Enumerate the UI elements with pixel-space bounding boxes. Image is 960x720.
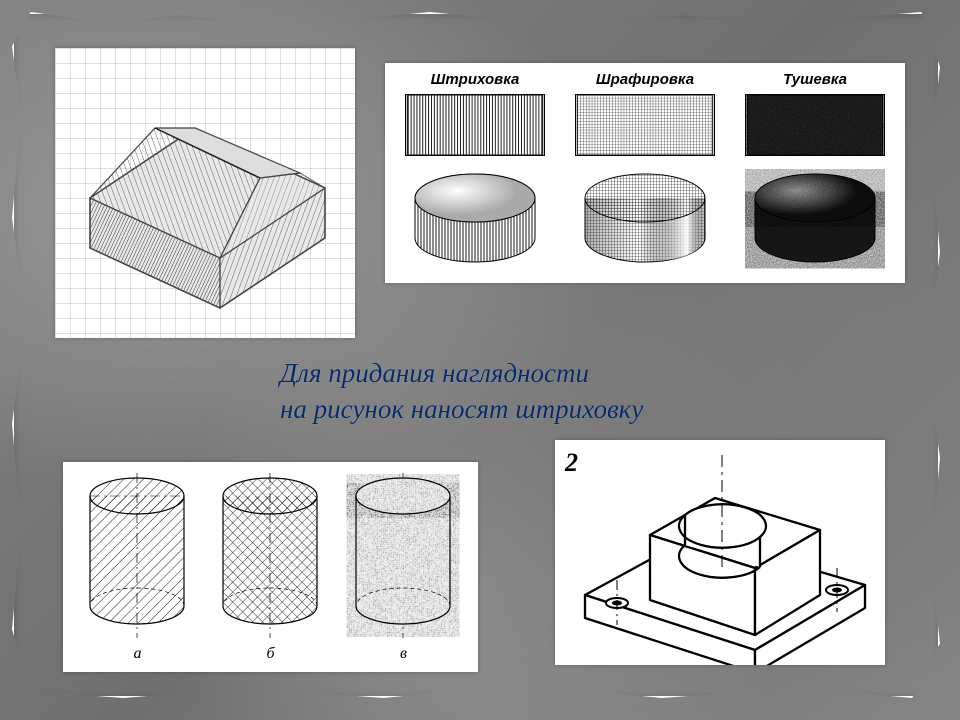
hatch1-rect — [405, 94, 545, 156]
part-svg — [555, 440, 885, 665]
caption-line1: Для придания наглядности — [280, 358, 589, 388]
cyl-a: а — [73, 468, 202, 668]
hatch3-disc — [745, 166, 885, 271]
caption: Для придания наглядности на рисунок нано… — [280, 355, 840, 428]
panel-part: 2 — [555, 440, 885, 665]
panel-iso-sketch — [55, 48, 355, 338]
panel-cylinders: а б в — [63, 462, 478, 672]
hatch3-rect — [745, 94, 885, 156]
hatch1-disc — [405, 166, 545, 271]
cyl-v-svg — [341, 468, 466, 643]
hatch-label-3: Тушевка — [783, 71, 847, 88]
iso-sketch-svg — [55, 48, 355, 338]
cyl-b-svg — [208, 468, 333, 643]
panel-hatch-types: Штриховка Шрафировка — [385, 63, 905, 283]
cyl-a-svg — [75, 468, 200, 643]
cyl-label-b: б — [266, 645, 274, 663]
hatch-col-2: Шрафировка — [565, 71, 725, 279]
hatch-label-1: Штриховка — [431, 71, 520, 88]
hatch-col-1: Штриховка — [395, 71, 555, 279]
cyl-label-a: а — [134, 645, 142, 663]
hatch-col-3: Тушевка — [735, 71, 895, 279]
cyl-b: б — [206, 468, 335, 668]
part-label: 2 — [565, 448, 578, 478]
cyl-v: в — [339, 468, 468, 668]
hatch2-rect — [575, 94, 715, 156]
cyl-label-v: в — [400, 645, 407, 663]
caption-line2: на рисунок наносят штриховку — [280, 394, 643, 424]
hatch-label-2: Шрафировка — [596, 71, 694, 88]
hatch2-disc — [575, 166, 715, 271]
